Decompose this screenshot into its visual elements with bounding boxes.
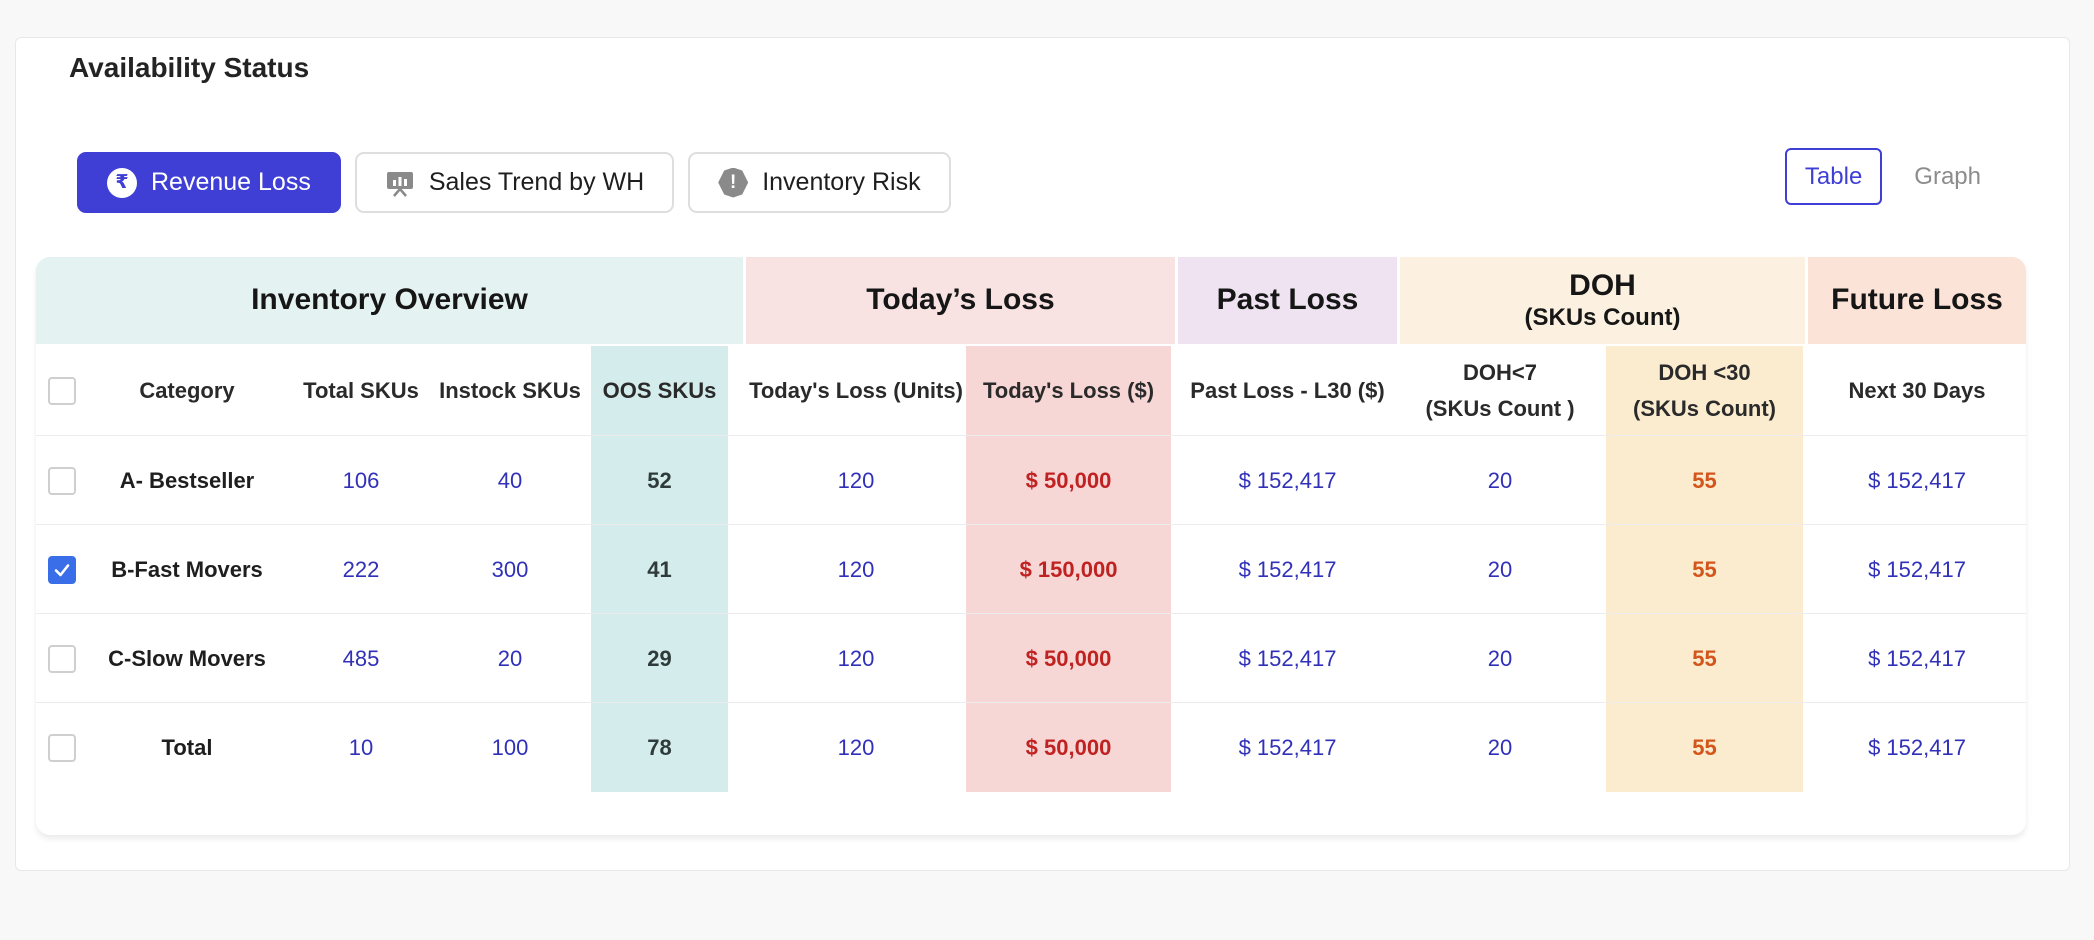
- past-loss-cell[interactable]: $ 152,417: [1238, 556, 1337, 582]
- tab-label: Sales Trend by WH: [428, 168, 645, 196]
- total-skus-cell[interactable]: 10: [348, 734, 374, 760]
- col-doh7-label: DOH<7: [1463, 360, 1537, 386]
- select-all-cell: [36, 346, 87, 435]
- checkmark-icon: [54, 563, 69, 576]
- col-today-loss-units[interactable]: Today's Loss (Units): [749, 377, 963, 403]
- oos-skus-cell: 78: [591, 703, 728, 792]
- page-title: Availability Status: [69, 52, 310, 83]
- next-30-days-cell[interactable]: $ 152,417: [1868, 467, 1966, 493]
- view-toggle: Table Graph: [1784, 148, 1999, 205]
- next-30-days-cell[interactable]: $ 152,417: [1868, 556, 1966, 582]
- rupee-icon: ₹: [107, 167, 137, 198]
- row-checkbox[interactable]: [47, 733, 76, 762]
- graph-view-button[interactable]: Graph: [1914, 162, 1981, 190]
- group-future-loss: Future Loss: [1808, 257, 2026, 344]
- instock-skus-cell[interactable]: 300: [491, 556, 529, 582]
- group-doh: DOH (SKUs Count): [1400, 257, 1805, 344]
- table-view-button[interactable]: Table: [1784, 148, 1883, 205]
- doh7-cell[interactable]: 20: [1487, 734, 1513, 760]
- group-past-loss: Past Loss: [1178, 257, 1397, 344]
- group-doh-title: DOH: [1569, 269, 1636, 303]
- row-checkbox[interactable]: [47, 644, 76, 673]
- group-doh-subtitle: (SKUs Count): [1524, 303, 1681, 331]
- col-oos-skus[interactable]: OOS SKUs: [591, 346, 728, 435]
- tab-label: Inventory Risk: [762, 168, 921, 196]
- row-select-cell: [36, 525, 87, 614]
- col-next-30-days[interactable]: Next 30 Days: [1848, 377, 1986, 403]
- today-loss-units-cell[interactable]: 120: [837, 467, 875, 493]
- category-cell: A- Bestseller: [119, 467, 255, 493]
- col-today-loss-dollar[interactable]: Today's Loss ($): [966, 346, 1171, 435]
- past-loss-cell[interactable]: $ 152,417: [1238, 734, 1337, 760]
- today-loss-units-cell[interactable]: 120: [837, 734, 875, 760]
- today-loss-dollar-cell: $ 50,000: [966, 703, 1171, 792]
- row-checkbox[interactable]: [47, 466, 76, 495]
- oos-skus-cell: 52: [591, 436, 728, 525]
- presentation-chart-icon: [385, 168, 415, 198]
- row-select-cell: [36, 703, 87, 792]
- next-30-days-cell[interactable]: $ 152,417: [1868, 645, 1966, 671]
- table-row-total: Total 10 100 78 120 $ 50,000 $ 152,417 2…: [36, 702, 2026, 792]
- col-total-skus[interactable]: Total SKUs: [303, 377, 419, 403]
- doh30-cell: 55: [1606, 436, 1803, 525]
- col-doh7[interactable]: DOH<7 (SKUs Count ): [1400, 346, 1600, 435]
- availability-table: Inventory Overview Today’s Loss Past Los…: [36, 257, 2026, 835]
- col-doh30[interactable]: DOH <30 (SKUs Count): [1606, 346, 1803, 435]
- oos-skus-cell: 41: [591, 525, 728, 614]
- row-select-cell: [36, 436, 87, 525]
- group-header-row: Inventory Overview Today’s Loss Past Los…: [36, 257, 2026, 344]
- instock-skus-cell[interactable]: 100: [491, 734, 529, 760]
- table-row: B-Fast Movers 222 300 41 120 $ 150,000 $…: [36, 524, 2026, 614]
- past-loss-cell[interactable]: $ 152,417: [1238, 467, 1337, 493]
- past-loss-cell[interactable]: $ 152,417: [1238, 645, 1337, 671]
- tab-label: Revenue Loss: [151, 168, 311, 196]
- doh7-cell[interactable]: 20: [1487, 645, 1513, 671]
- today-loss-units-cell[interactable]: 120: [837, 645, 875, 671]
- today-loss-dollar-cell: $ 50,000: [966, 614, 1171, 703]
- col-doh7-sub: (SKUs Count ): [1425, 395, 1575, 421]
- tab-revenue-loss[interactable]: ₹ Revenue Loss: [77, 152, 341, 213]
- table-row: A- Bestseller 106 40 52 120 $ 50,000 $ 1…: [36, 435, 2026, 525]
- doh30-cell: 55: [1606, 525, 1803, 614]
- col-doh30-sub: (SKUs Count): [1633, 395, 1776, 421]
- tab-sales-trend[interactable]: Sales Trend by WH: [354, 152, 675, 213]
- doh7-cell[interactable]: 20: [1487, 467, 1513, 493]
- tab-bar: ₹ Revenue Loss Sales Trend by WH ! Inven…: [77, 152, 951, 213]
- instock-skus-cell[interactable]: 20: [497, 645, 523, 671]
- instock-skus-cell[interactable]: 40: [497, 467, 523, 493]
- doh30-cell: 55: [1606, 703, 1803, 792]
- group-todays-loss: Today’s Loss: [746, 257, 1175, 344]
- col-past-loss[interactable]: Past Loss - L30 ($): [1190, 377, 1385, 403]
- total-skus-cell[interactable]: 485: [342, 645, 380, 671]
- category-cell: C-Slow Movers: [108, 645, 266, 671]
- col-instock-skus[interactable]: Instock SKUs: [439, 377, 581, 403]
- today-loss-units-cell[interactable]: 120: [837, 556, 875, 582]
- category-cell: B-Fast Movers: [111, 556, 263, 582]
- category-cell: Total: [161, 734, 213, 760]
- select-all-checkbox[interactable]: [47, 376, 76, 405]
- tab-inventory-risk[interactable]: ! Inventory Risk: [688, 152, 951, 213]
- total-skus-cell[interactable]: 106: [342, 467, 380, 493]
- oos-skus-cell: 29: [591, 614, 728, 703]
- table-row: C-Slow Movers 485 20 29 120 $ 50,000 $ 1…: [36, 613, 2026, 703]
- doh7-cell[interactable]: 20: [1487, 556, 1513, 582]
- row-checkbox[interactable]: [47, 555, 76, 584]
- warning-badge-icon: !: [718, 167, 749, 198]
- doh30-cell: 55: [1606, 614, 1803, 703]
- group-inventory-overview: Inventory Overview: [36, 257, 743, 344]
- total-skus-cell[interactable]: 222: [342, 556, 380, 582]
- column-header-row: Category Total SKUs Instock SKUs OOS SKU…: [36, 346, 2026, 435]
- today-loss-dollar-cell: $ 150,000: [966, 525, 1171, 614]
- row-select-cell: [36, 614, 87, 703]
- today-loss-dollar-cell: $ 50,000: [966, 436, 1171, 525]
- col-category[interactable]: Category: [139, 377, 235, 403]
- col-doh30-label: DOH <30: [1658, 360, 1751, 386]
- next-30-days-cell[interactable]: $ 152,417: [1868, 734, 1966, 760]
